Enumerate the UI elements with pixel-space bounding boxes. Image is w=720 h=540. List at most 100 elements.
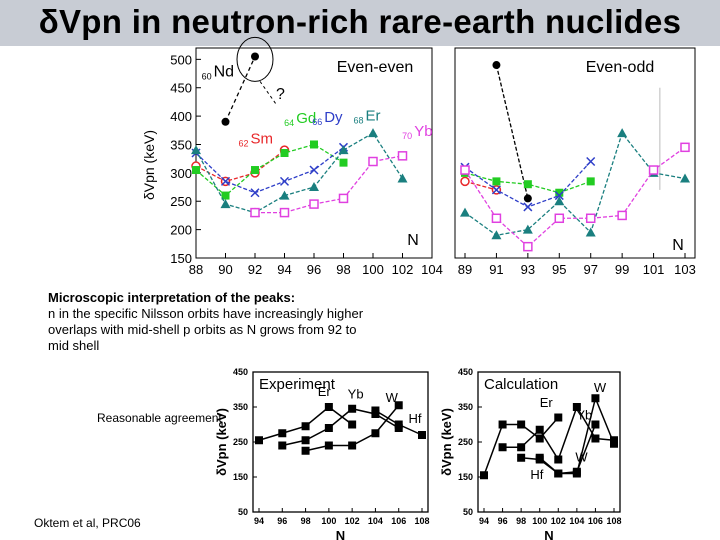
even-odd-point-Er [460,207,470,217]
calculation-label-W-top: W [594,380,607,395]
even-even-ylabel: δVpn (keV) [141,130,157,200]
calculation-xtick-label: 106 [588,516,603,526]
calculation-label-W: W [575,449,588,464]
nuclide-label-Sm: Sm [250,130,273,147]
even-odd-point-Er [554,196,565,206]
calculation-xtick-label: 100 [532,516,547,526]
calculation-point-Er [554,413,563,422]
calculation-point-Yb [572,403,581,411]
calculation-point-Er [535,434,544,443]
calculation-point-Er [498,420,507,429]
even-odd-series-Nd [495,64,529,199]
nuclide-mass-Er: 68 [354,116,364,126]
experiment-xtick-label: 106 [391,516,406,526]
nuclide-label-Yb: Yb [414,123,432,140]
experiment-point-W [301,446,310,455]
even-even-point-Dy [279,176,290,186]
calculation-ytick-label: 150 [458,472,473,482]
even-even-point-Gd [310,140,318,149]
even-even-point-Dy [309,165,319,175]
calculation-label-Er: Er [540,395,554,410]
even-even-point-Gd [339,158,348,167]
experiment-label-Hf: Hf [409,411,422,426]
even-even-point-Er [309,182,319,192]
even-odd-xtick-label: 89 [458,262,472,277]
even-even-point-Gd [280,149,289,157]
experiment-xtick-label: 108 [414,516,429,526]
even-even-ytick-label: 450 [170,81,192,96]
experiment-point-Er [278,429,287,438]
even-odd-point-Er [585,227,596,237]
nuclide-mass-Gd: 64 [284,118,294,128]
even-odd-xtick-label: 101 [643,262,665,277]
experiment-ytick-label: 150 [233,472,248,482]
even-odd-series-Er [464,131,686,236]
calculation-point-W [610,439,618,448]
even-odd-point-Nd [492,61,501,70]
experiment-xtick-label: 98 [301,516,311,526]
experiment-label-W: W [386,390,399,405]
experiment-xtick-label: 100 [321,516,336,526]
experiment-point-Hf [394,420,403,429]
even-odd-point-Dy [523,202,533,212]
experiment-ytick-label: 250 [233,437,248,447]
experiment-point-W [371,429,380,438]
even-odd-point-Yb [648,165,659,175]
even-even-point-Er [279,190,290,200]
even-even-xtick-label: 88 [189,262,203,277]
even-even-point-Dy [250,188,260,198]
experiment-point-W [394,401,403,410]
nuclide-label-Dy: Dy [324,109,343,126]
experiment-xtick-label: 94 [254,516,264,526]
even-odd-point-Er [617,128,628,138]
even-even-series-Sm [195,149,285,183]
even-odd-xtick-label: 91 [489,262,503,277]
nuclide-mass-Dy: 66 [312,117,322,127]
experiment-ytick-label: 350 [233,402,248,412]
interpretation-heading: Microscopic interpretation of the peaks: [48,290,296,305]
even-even-point-Er [220,199,231,209]
even-odd-point-Yb [585,213,596,224]
even-even-ytick-label: 500 [170,52,192,67]
even-even-series-Gd [195,143,344,197]
nd-highlight-circle [236,36,274,82]
nuclide-mass-Nd: 60 [202,71,212,81]
even-odd-point-Gd [555,188,564,197]
even-odd-point-Yb [554,213,565,224]
even-odd-frame [454,47,696,259]
even-even-xtick-label: 104 [421,262,443,277]
even-even-point-Gd [251,166,259,175]
calculation-ytick-label: 450 [458,367,473,377]
even-even-series-Nd [224,56,256,123]
calculation-title: Calculation [484,376,558,393]
even-even-point-Yb [250,207,260,218]
calculation-point-Hf [535,455,544,464]
even-even-xtick-label: 100 [362,262,384,277]
even-odd-title: Even-odd [586,59,655,76]
even-odd-point-Yb [523,241,533,252]
calculation-point-Yb [591,434,600,443]
experiment-ytick-label: 50 [238,507,248,517]
calculation-point-Er [480,471,488,480]
nuclide-label-Er: Er [366,108,381,125]
even-even-point-Er [397,173,408,183]
even-odd-point-Dy [554,191,564,201]
experiment-xtick-label: 104 [368,516,383,526]
even-even-xtick-label: 102 [392,262,414,277]
calculation-point-Hf [591,420,600,429]
calculation-ylabel: δVpn (keV) [439,408,454,476]
nuclide-label-Nd: Nd [214,63,234,80]
experiment-point-Hf [371,406,380,415]
even-odd-series-Sm [464,180,497,191]
even-even-ytick-label: 300 [170,166,192,181]
interpretation-text: Microscopic interpretation of the peaks:… [48,290,378,354]
even-even-xtick-label: 96 [307,262,321,277]
calculation-xlabel: N [544,528,553,540]
even-even-title: Even-even [337,59,414,76]
even-odd-point-Yb [491,213,502,224]
even-odd-point-Dy [586,156,596,167]
even-odd-xtick-label: 99 [615,262,629,277]
even-odd-point-Yb [460,165,470,175]
calculation-point-Yb [554,455,563,464]
calculation-label-Yb: Yb [576,407,592,422]
